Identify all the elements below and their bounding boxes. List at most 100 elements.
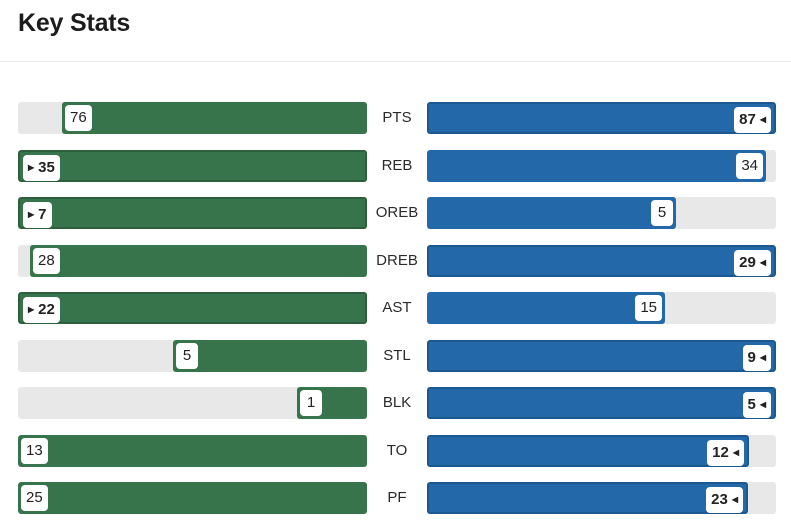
left-team-value: 13 <box>21 438 48 464</box>
stat-row-blk: 1 5 ◀ BLK <box>0 387 791 419</box>
left-team-track: ▶ 22 <box>18 292 367 324</box>
left-team-value: ▶ 7 <box>23 202 52 228</box>
caret-left-icon: ◀ <box>759 353 766 362</box>
right-team-track: 15 <box>427 292 776 324</box>
left-team-track: 28 <box>18 245 367 277</box>
left-team-value: 1 <box>300 390 322 416</box>
stat-value-text: 23 <box>711 491 728 508</box>
stat-value-text: 35 <box>38 159 55 176</box>
left-team-value: 28 <box>33 248 60 274</box>
caret-right-icon: ▶ <box>28 210 35 219</box>
stat-value-text: 5 <box>747 396 756 413</box>
stat-row-pf: 25 23 ◀ PF <box>0 482 791 514</box>
left-team-value: ▶ 22 <box>23 297 60 323</box>
left-team-value: 25 <box>21 485 48 511</box>
right-team-track: 5 ◀ <box>427 387 776 419</box>
left-team-bar: ▶ 35 <box>18 150 367 182</box>
right-team-bar: 12 ◀ <box>427 435 749 467</box>
right-team-track: 12 ◀ <box>427 435 776 467</box>
right-team-track: 5 <box>427 197 776 229</box>
stat-value-text: 12 <box>712 444 729 461</box>
stat-value-text: 25 <box>26 489 43 506</box>
caret-left-icon: ◀ <box>731 495 738 504</box>
right-team-value: 5 <box>651 200 673 226</box>
stat-value-text: 1 <box>306 394 316 411</box>
right-team-bar: 29 ◀ <box>427 245 776 277</box>
stat-value-text: 28 <box>38 252 55 269</box>
stat-label: PF <box>387 489 407 506</box>
stat-value-text: 34 <box>741 157 758 174</box>
stat-value-text: 87 <box>739 111 756 128</box>
stat-row-oreb: ▶ 7 5 OREB <box>0 197 791 229</box>
left-team-track: 13 <box>18 435 367 467</box>
right-team-value: 5 ◀ <box>742 392 771 418</box>
left-team-bar: 5 <box>173 340 367 372</box>
caret-left-icon: ◀ <box>759 258 766 267</box>
right-team-value: 29 ◀ <box>734 250 771 276</box>
right-team-track: 87 ◀ <box>427 102 776 134</box>
left-team-track: 25 <box>18 482 367 514</box>
page-title: Key Stats <box>18 9 131 37</box>
caret-right-icon: ▶ <box>28 163 35 172</box>
left-team-value: ▶ 35 <box>23 155 60 181</box>
left-team-bar: 76 <box>62 102 367 134</box>
right-team-value: 34 <box>736 153 763 179</box>
stat-row-stl: 5 9 ◀ STL <box>0 340 791 372</box>
stat-label: PTS <box>382 109 412 126</box>
left-team-track: 5 <box>18 340 367 372</box>
stat-label: OREB <box>375 204 419 221</box>
stat-value-text: 5 <box>182 347 192 364</box>
left-team-track: 76 <box>18 102 367 134</box>
right-team-track: 9 ◀ <box>427 340 776 372</box>
stat-row-pts: 76 87 ◀ PTS <box>0 102 791 134</box>
left-team-value: 76 <box>65 105 92 131</box>
stat-value-text: 29 <box>739 254 756 271</box>
left-team-bar: 1 <box>297 387 367 419</box>
stat-label: BLK <box>382 394 412 411</box>
stat-label: DREB <box>376 252 418 269</box>
left-team-bar: 28 <box>30 245 367 277</box>
caret-left-icon: ◀ <box>759 115 766 124</box>
stat-row-dreb: 28 29 ◀ DREB <box>0 245 791 277</box>
right-team-value: 23 ◀ <box>706 487 743 513</box>
left-team-bar: ▶ 7 <box>18 197 367 229</box>
stat-label: STL <box>383 347 411 364</box>
right-team-bar: 5 ◀ <box>427 387 776 419</box>
stat-row-ast: ▶ 22 15 AST <box>0 292 791 324</box>
caret-left-icon: ◀ <box>732 448 739 457</box>
left-team-track: ▶ 35 <box>18 150 367 182</box>
right-team-bar: 9 ◀ <box>427 340 776 372</box>
stat-label: TO <box>386 442 408 459</box>
stat-value-text: 15 <box>640 299 657 316</box>
stat-value-text: 9 <box>747 349 756 366</box>
right-team-bar: 15 <box>427 292 665 324</box>
right-team-bar: 34 <box>427 150 766 182</box>
stat-value-text: 76 <box>70 109 87 126</box>
right-team-bar: 87 ◀ <box>427 102 776 134</box>
header: Key Stats <box>0 0 791 62</box>
right-team-bar: 5 <box>427 197 676 229</box>
caret-right-icon: ▶ <box>28 305 35 314</box>
left-team-track: ▶ 7 <box>18 197 367 229</box>
right-team-value: 15 <box>635 295 662 321</box>
stat-row-to: 13 12 ◀ TO <box>0 435 791 467</box>
stat-value-text: 13 <box>26 442 43 459</box>
left-team-value: 5 <box>176 343 198 369</box>
right-team-track: 29 ◀ <box>427 245 776 277</box>
caret-left-icon: ◀ <box>759 400 766 409</box>
right-team-track: 34 <box>427 150 776 182</box>
right-team-track: 23 ◀ <box>427 482 776 514</box>
stat-label: REB <box>381 157 413 174</box>
stat-value-text: 7 <box>38 206 47 223</box>
right-team-bar: 23 ◀ <box>427 482 748 514</box>
left-team-bar: ▶ 22 <box>18 292 367 324</box>
stat-value-text: 22 <box>38 301 55 318</box>
left-team-bar: 13 <box>18 435 367 467</box>
stat-row-reb: ▶ 35 34 REB <box>0 150 791 182</box>
left-team-track: 1 <box>18 387 367 419</box>
stat-label: AST <box>382 299 412 316</box>
right-team-value: 87 ◀ <box>734 107 771 133</box>
stat-value-text: 5 <box>657 204 667 221</box>
right-team-value: 12 ◀ <box>707 440 744 466</box>
left-team-bar: 25 <box>18 482 367 514</box>
